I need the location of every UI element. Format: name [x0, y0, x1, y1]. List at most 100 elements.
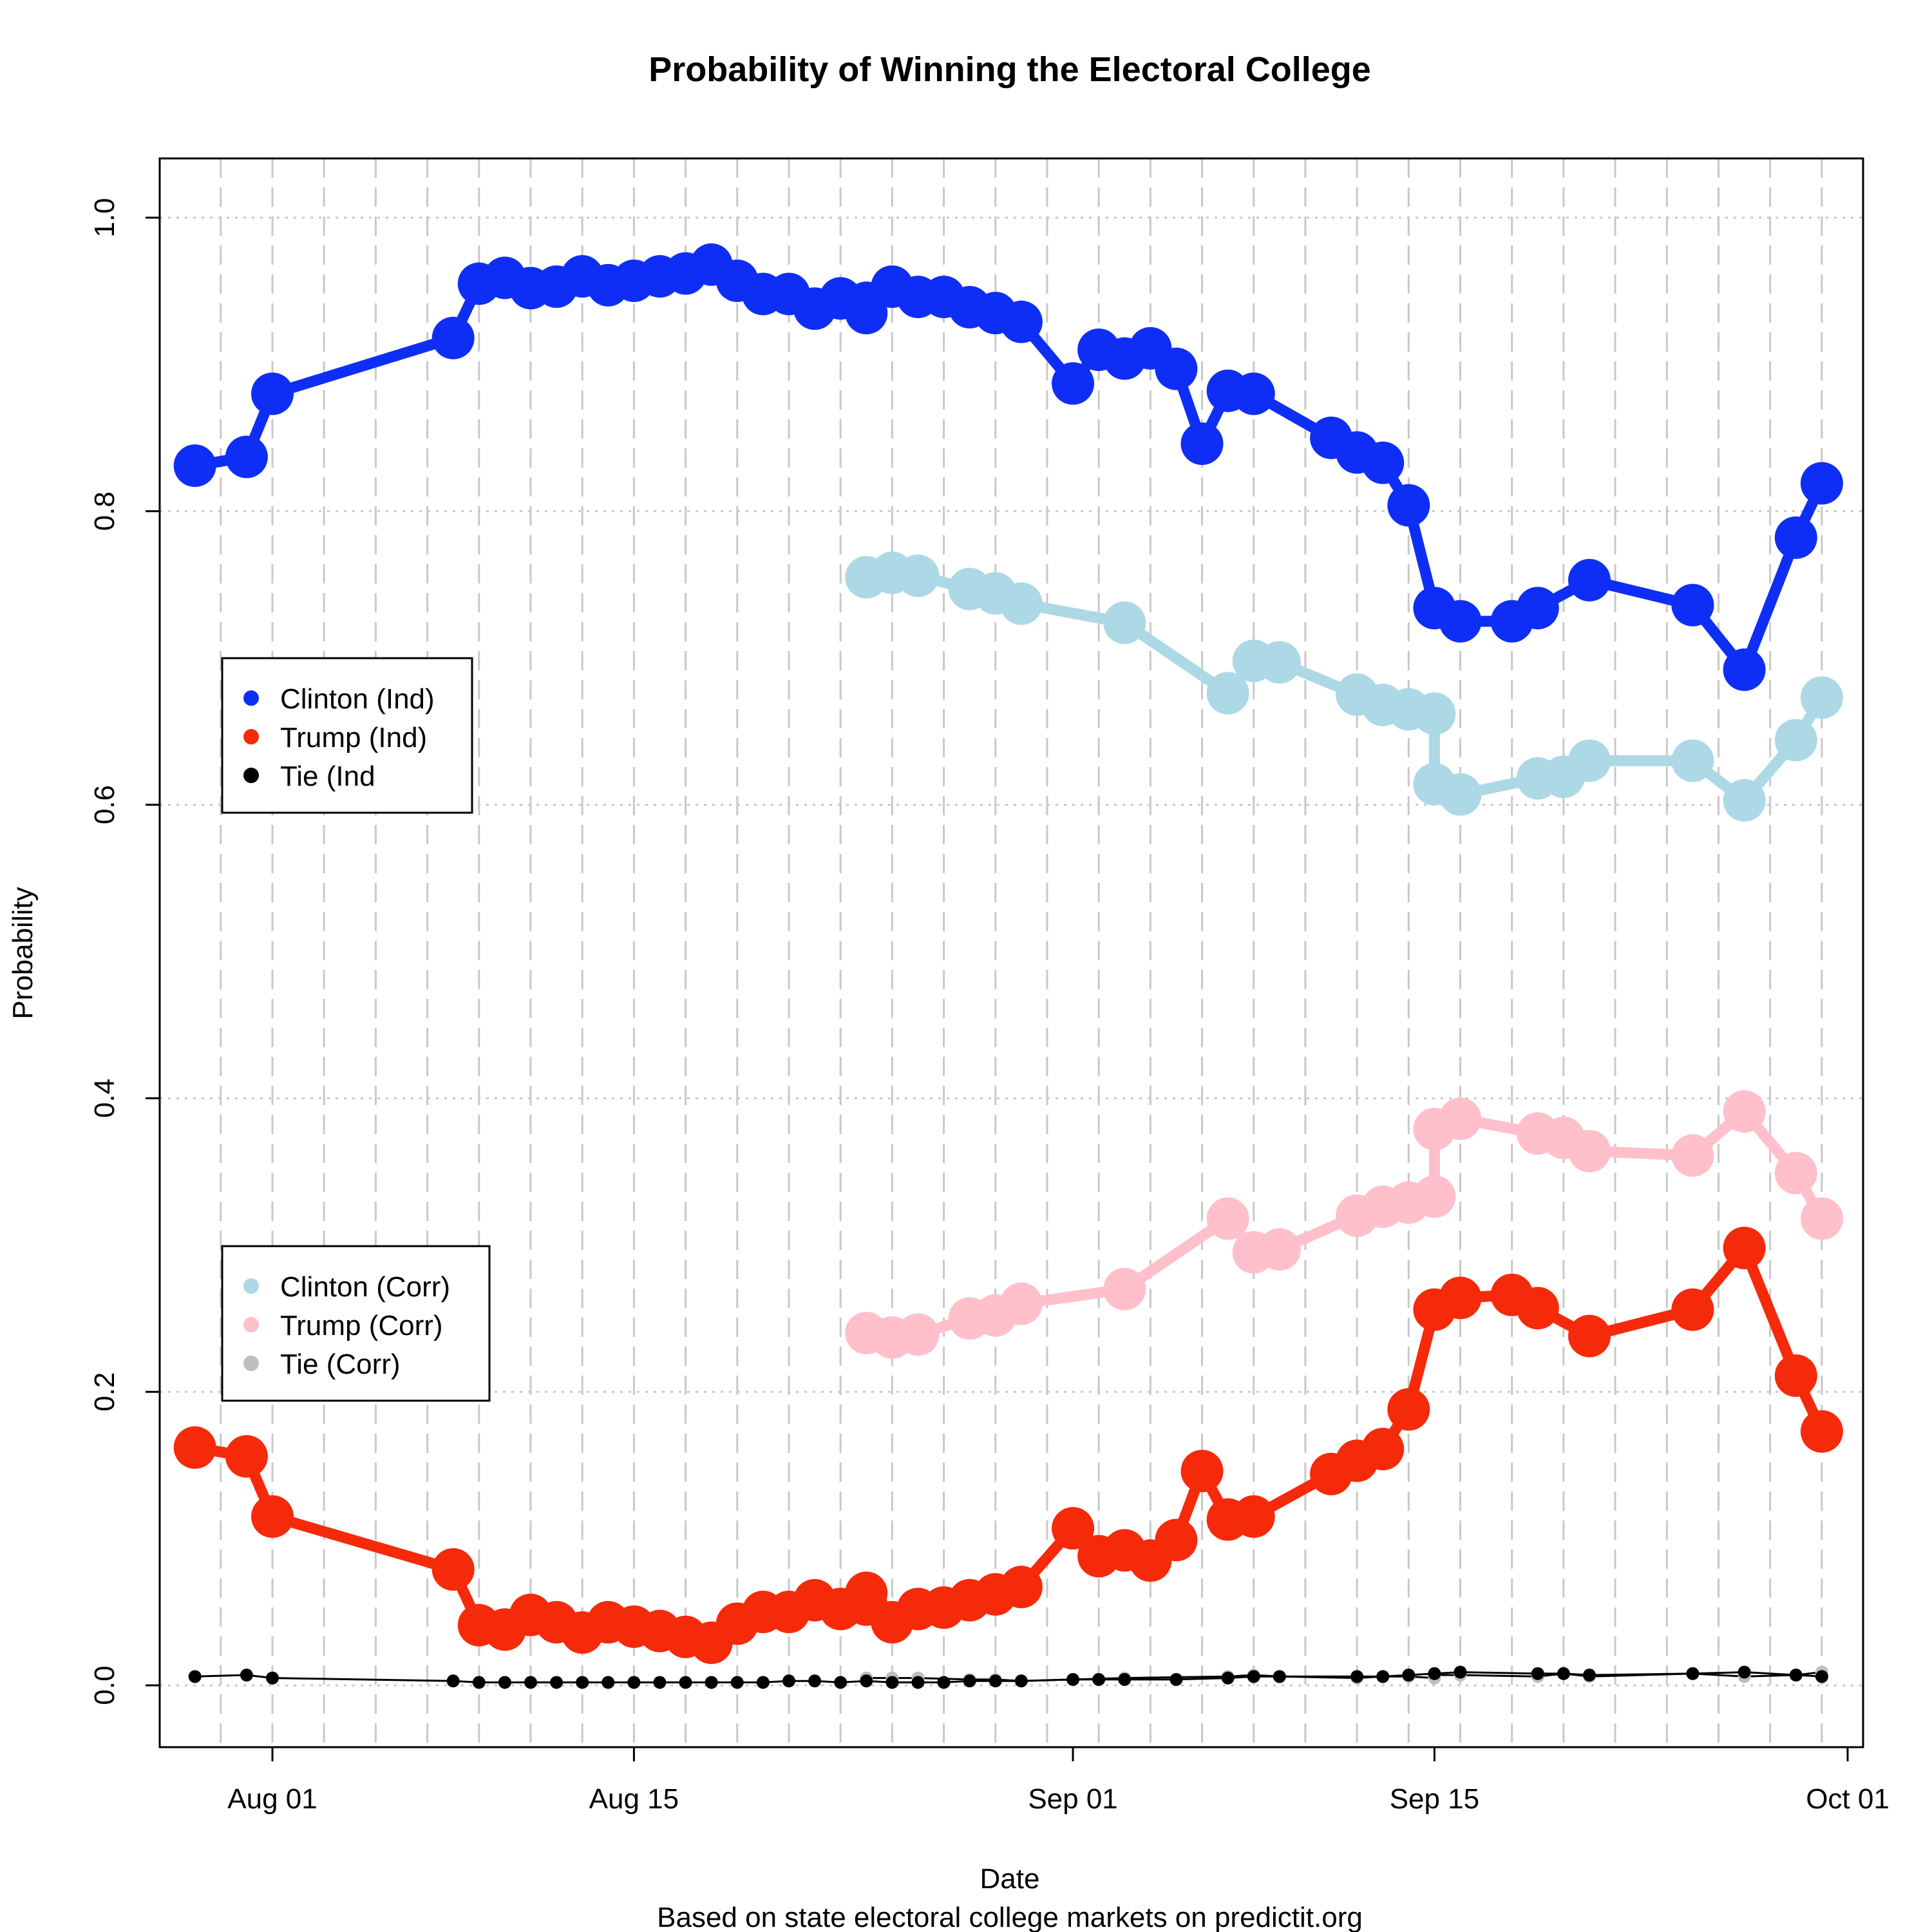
x-tick-label: Sep 15 [1390, 1783, 1479, 1815]
chart-subtitle: Based on state electoral college markets… [657, 1902, 1363, 1932]
legends: Clinton (Ind)Trump (Ind)Tie (IndClinton … [221, 657, 491, 1402]
data-point-tie-ind [1092, 1672, 1106, 1686]
data-point-trump-corr [1206, 1197, 1249, 1240]
data-point-clinton-corr [1258, 641, 1301, 684]
x-axis: Aug 01 Aug 15 Sep 01 Sep 15 Oct 01 [227, 1746, 1889, 1815]
data-point-tie-ind [1738, 1665, 1751, 1679]
data-point-tie-ind [601, 1676, 615, 1689]
y-axis: 0.0 0.2 0.4 0.6 0.8 1.0 [89, 198, 161, 1705]
data-point-trump-ind [1361, 1428, 1405, 1471]
legend-marker [243, 1356, 259, 1371]
data-point-trump-corr [999, 1282, 1043, 1325]
data-point-tie-ind [1583, 1669, 1596, 1682]
data-point-tie-ind [1170, 1672, 1183, 1686]
data-point-tie-ind [472, 1676, 486, 1689]
data-point-clinton-corr [1800, 676, 1843, 719]
x-tick-label: Aug 01 [227, 1783, 317, 1815]
series-layer [173, 243, 1843, 1689]
grid [160, 158, 1863, 1747]
data-point-tie-ind [989, 1674, 1002, 1688]
data-point-trump-corr [1103, 1267, 1146, 1311]
x-tick-label: Aug 15 [589, 1783, 679, 1815]
data-point-trump-ind [1800, 1410, 1843, 1453]
legend-label: Clinton (Corr) [280, 1271, 450, 1303]
data-point-tie-ind [834, 1676, 848, 1689]
y-tick-label: 0.4 [89, 1079, 120, 1118]
data-point-clinton-ind [1800, 462, 1843, 505]
data-point-clinton-corr [999, 582, 1043, 625]
data-point-trump-ind [431, 1548, 475, 1591]
data-point-tie-ind [1014, 1674, 1028, 1688]
data-point-tie-ind [756, 1676, 770, 1689]
data-point-tie-ind [1531, 1667, 1544, 1680]
plot-frame [158, 157, 1864, 1748]
data-point-clinton-ind [1052, 362, 1095, 405]
data-point-tie-ind [705, 1676, 718, 1689]
data-point-clinton-corr [1103, 601, 1146, 645]
data-point-tie-ind [1686, 1667, 1700, 1680]
data-point-clinton-ind [1155, 347, 1198, 390]
data-point-clinton-ind [1180, 422, 1224, 465]
data-point-tie-ind [937, 1676, 951, 1689]
data-point-tie-ind [1118, 1672, 1132, 1686]
data-point-clinton-ind [1723, 648, 1766, 691]
data-point-trump-ind [1052, 1507, 1095, 1550]
data-point-clinton-corr [1774, 719, 1817, 762]
data-point-clinton-ind [1387, 484, 1430, 527]
data-point-tie-ind [1247, 1670, 1260, 1683]
data-point-tie-ind [1221, 1671, 1235, 1685]
legend-marker [243, 768, 259, 783]
data-point-clinton-ind [1671, 583, 1714, 627]
y-axis-title: Probability [7, 887, 39, 1019]
data-point-tie-ind [1557, 1667, 1570, 1680]
data-point-trump-ind [1568, 1314, 1611, 1358]
data-point-trump-ind [1387, 1388, 1430, 1431]
y-tick-label: 0.0 [89, 1665, 120, 1705]
data-point-trump-corr [1671, 1134, 1714, 1177]
data-point-clinton-ind [431, 316, 475, 359]
chart-title: Probability of Winning the Electoral Col… [649, 50, 1371, 89]
data-point-clinton-ind [1774, 516, 1817, 559]
data-point-tie-ind [627, 1676, 641, 1689]
data-point-tie-ind [886, 1676, 899, 1689]
data-point-trump-corr [1723, 1090, 1766, 1133]
data-point-tie-ind [188, 1670, 202, 1683]
data-point-clinton-ind [1361, 441, 1405, 484]
data-point-tie-ind [679, 1676, 692, 1689]
data-point-trump-ind [1774, 1354, 1817, 1397]
data-point-clinton-corr [1206, 672, 1249, 715]
data-point-tie-ind [1454, 1665, 1467, 1679]
legend-marker [243, 1278, 259, 1294]
data-point-clinton-ind [1516, 587, 1559, 630]
data-point-clinton-ind [251, 372, 294, 415]
data-point-tie-ind [1273, 1670, 1286, 1683]
x-tick-label: Sep 01 [1028, 1783, 1117, 1815]
data-point-trump-ind [251, 1495, 294, 1538]
data-point-tie-ind [1789, 1669, 1803, 1682]
data-point-clinton-corr [1671, 739, 1714, 782]
data-point-trump-ind [1439, 1276, 1482, 1320]
data-point-tie-ind [446, 1674, 460, 1688]
data-point-tie-ind [240, 1669, 253, 1682]
data-point-tie-ind [1066, 1672, 1080, 1686]
data-point-clinton-ind [225, 435, 268, 478]
data-point-trump-ind [225, 1435, 268, 1478]
legend-label: Clinton (Ind) [280, 683, 435, 715]
data-point-tie-ind [808, 1674, 822, 1688]
data-point-tie-ind [782, 1674, 795, 1688]
data-point-tie-ind [1428, 1667, 1441, 1680]
y-tick-label: 0.2 [89, 1372, 120, 1412]
data-point-trump-ind [1516, 1287, 1559, 1330]
data-point-trump-corr [1568, 1130, 1611, 1173]
data-point-tie-ind [911, 1676, 925, 1689]
legend-label: Tie (Ind [280, 761, 375, 792]
data-point-clinton-ind [1232, 372, 1275, 415]
legend-marker [243, 729, 259, 744]
y-tick-label: 1.0 [89, 198, 120, 237]
legend-1: Clinton (Ind) Trump (Ind) Tie (Ind [221, 657, 473, 814]
data-point-clinton-ind [1568, 558, 1611, 601]
data-point-trump-ind [1232, 1495, 1275, 1538]
data-point-tie-ind [1376, 1670, 1390, 1683]
data-point-trump-corr [1800, 1197, 1843, 1240]
data-point-trump-corr [1413, 1175, 1456, 1218]
